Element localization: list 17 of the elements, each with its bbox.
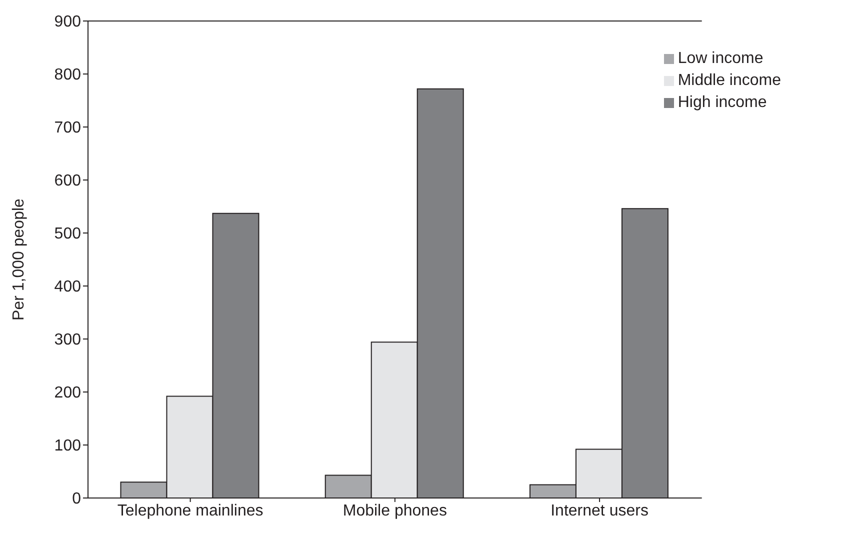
x-tick-label: Telephone mainlines xyxy=(117,502,264,520)
x-tick-label: Internet users xyxy=(550,502,648,520)
y-tick-label: 200 xyxy=(54,384,82,402)
y-tick-label: 500 xyxy=(54,226,82,243)
legend-label: High income xyxy=(678,94,767,111)
y-tick-label: 0 xyxy=(72,490,82,508)
legend-label: Middle income xyxy=(678,72,781,89)
y-tick-label: 300 xyxy=(54,332,82,349)
y-tick-label: 600 xyxy=(54,172,82,190)
y-tick-label: 100 xyxy=(54,438,82,455)
y-tick-label: 900 xyxy=(54,14,82,31)
legend-label: Low income xyxy=(678,50,764,67)
y-axis-title: Per 1,000 people xyxy=(10,198,28,320)
x-tick-label: Mobile phones xyxy=(342,502,447,520)
y-tick-label: 700 xyxy=(54,120,82,137)
y-tick-label: 800 xyxy=(54,66,82,84)
y-tick-label: 400 xyxy=(54,278,82,296)
